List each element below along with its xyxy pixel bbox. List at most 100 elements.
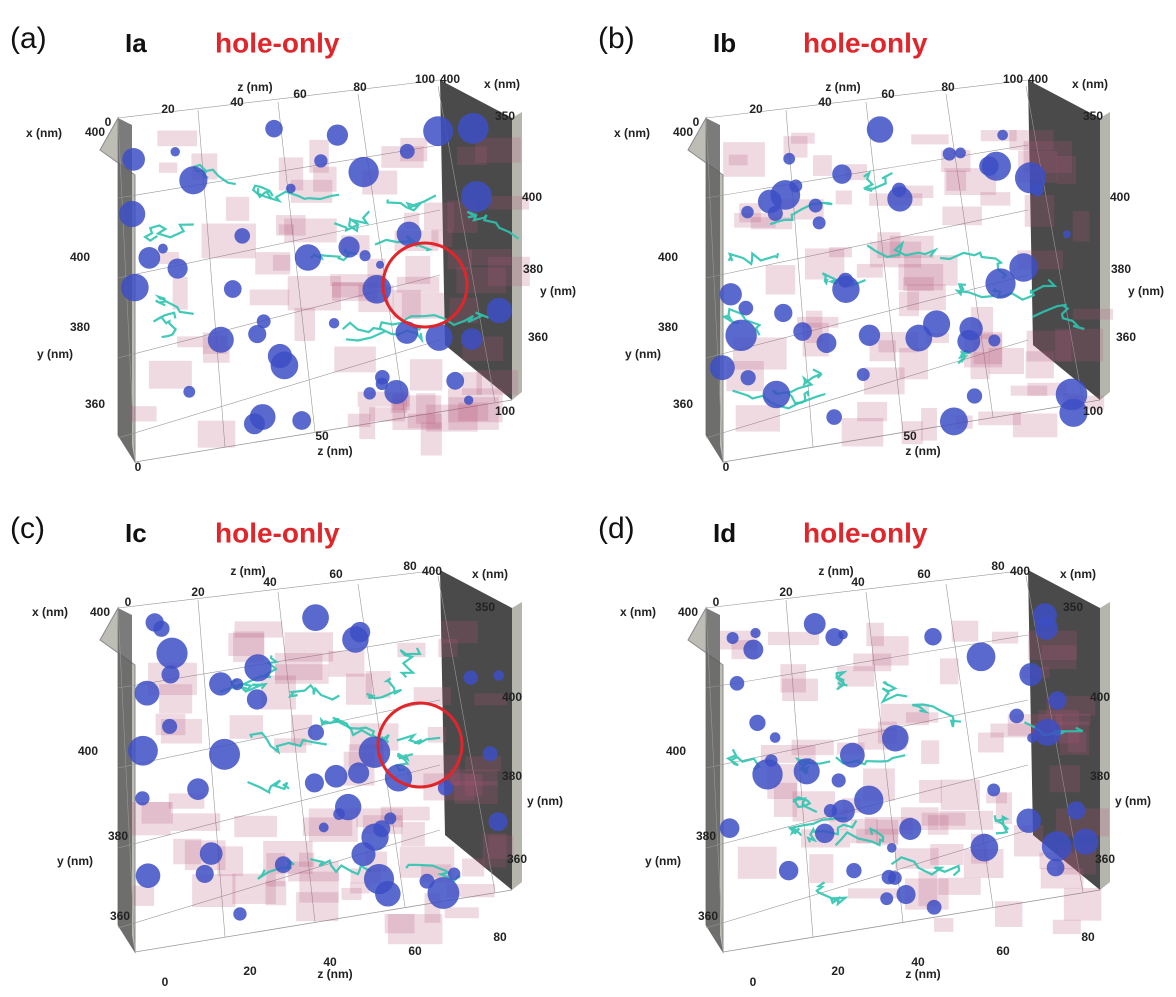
condition-label: hole-only (803, 27, 928, 58)
axis-label: 350 (1063, 600, 1083, 614)
cluster (360, 250, 371, 261)
axis-label: y (nm) (1128, 284, 1164, 298)
panel-letter: (a) (10, 22, 47, 55)
cluster (804, 613, 826, 635)
cluster (826, 409, 842, 425)
cluster (128, 736, 158, 766)
axis-label: 20 (161, 102, 175, 116)
axis-label: 400 (678, 605, 698, 619)
cluster (302, 604, 329, 631)
cluster (158, 244, 168, 254)
axis-label: 0 (135, 460, 142, 474)
cluster (899, 818, 921, 840)
cluster (710, 355, 735, 380)
cluster (135, 791, 149, 805)
cluster (461, 181, 492, 212)
density-block (405, 256, 430, 284)
axis-label: 0 (105, 115, 112, 129)
axis-label: 400 (85, 125, 105, 139)
axis-label: 360 (507, 852, 527, 866)
cluster (763, 381, 791, 409)
axis-label: 380 (658, 320, 678, 334)
density-block (130, 406, 157, 421)
axis-label: x (nm) (614, 126, 650, 140)
sample-label: Ib (713, 28, 736, 58)
density-block (198, 421, 236, 448)
axis-label: 20 (749, 102, 763, 116)
axis-label: 100 (1003, 72, 1023, 86)
cluster (483, 746, 498, 761)
density-block (899, 348, 928, 379)
cluster (376, 261, 384, 269)
cluster (758, 190, 782, 214)
cluster (971, 834, 999, 862)
cluster (156, 638, 187, 669)
axis-label: 350 (475, 600, 495, 614)
cluster (813, 216, 826, 229)
cluster (887, 843, 897, 853)
cluster (793, 322, 812, 341)
density-block (872, 636, 909, 665)
axis-label: 380 (502, 769, 522, 783)
filament (882, 682, 907, 702)
density-block (428, 727, 447, 743)
cluster (487, 298, 512, 323)
cluster (446, 372, 464, 390)
density-block (911, 134, 948, 144)
cluster (335, 794, 361, 820)
axis-label: 400 (1090, 690, 1110, 704)
cluster (122, 148, 145, 171)
cluster (325, 765, 348, 788)
axis-label: 400 (1110, 190, 1130, 204)
density-block (836, 191, 852, 205)
cluster (187, 778, 209, 800)
axis-label: x (nm) (1060, 567, 1096, 581)
density-block (1049, 765, 1079, 792)
density-block (288, 276, 341, 310)
density-block (992, 632, 1018, 644)
axis-label: 50 (315, 429, 329, 443)
density-block (1073, 211, 1090, 242)
axis-label: 80 (991, 559, 1005, 573)
cluster (815, 824, 834, 843)
density-block (1026, 351, 1054, 378)
density-block (941, 780, 980, 810)
density-block (1042, 645, 1077, 669)
cluster (448, 868, 460, 880)
cluster (765, 754, 778, 767)
axis-label: z (nm) (905, 967, 940, 981)
density-block (1060, 721, 1090, 755)
axis-label: 400 (522, 190, 542, 204)
cluster (319, 823, 329, 833)
density-block (766, 265, 796, 294)
density-block (334, 347, 376, 373)
cluster (720, 818, 740, 838)
axis-label: 400 (658, 250, 678, 264)
axis-label: 20 (191, 585, 205, 599)
density-block (906, 712, 938, 722)
cluster (209, 672, 232, 695)
cluster (867, 116, 893, 142)
density-block (275, 664, 329, 684)
cluster (179, 166, 207, 194)
density-block (782, 679, 818, 701)
density-block (476, 370, 517, 394)
density-block (284, 632, 333, 661)
cluster (348, 157, 378, 187)
filament (248, 780, 290, 792)
density-block (813, 155, 832, 176)
density-block (234, 816, 277, 837)
cluster (208, 327, 234, 353)
density-block (157, 130, 197, 146)
cluster (888, 871, 902, 885)
cluster (489, 812, 508, 831)
cluster (905, 325, 932, 352)
density-block (1055, 329, 1103, 362)
condition-label: hole-only (803, 517, 928, 548)
axis-label: 0 (162, 975, 169, 989)
density-block (922, 813, 966, 826)
cluster (1042, 831, 1072, 861)
axis-label: 380 (108, 829, 128, 843)
axis-label: z (nm) (237, 80, 272, 94)
axis-label: 60 (293, 87, 307, 101)
